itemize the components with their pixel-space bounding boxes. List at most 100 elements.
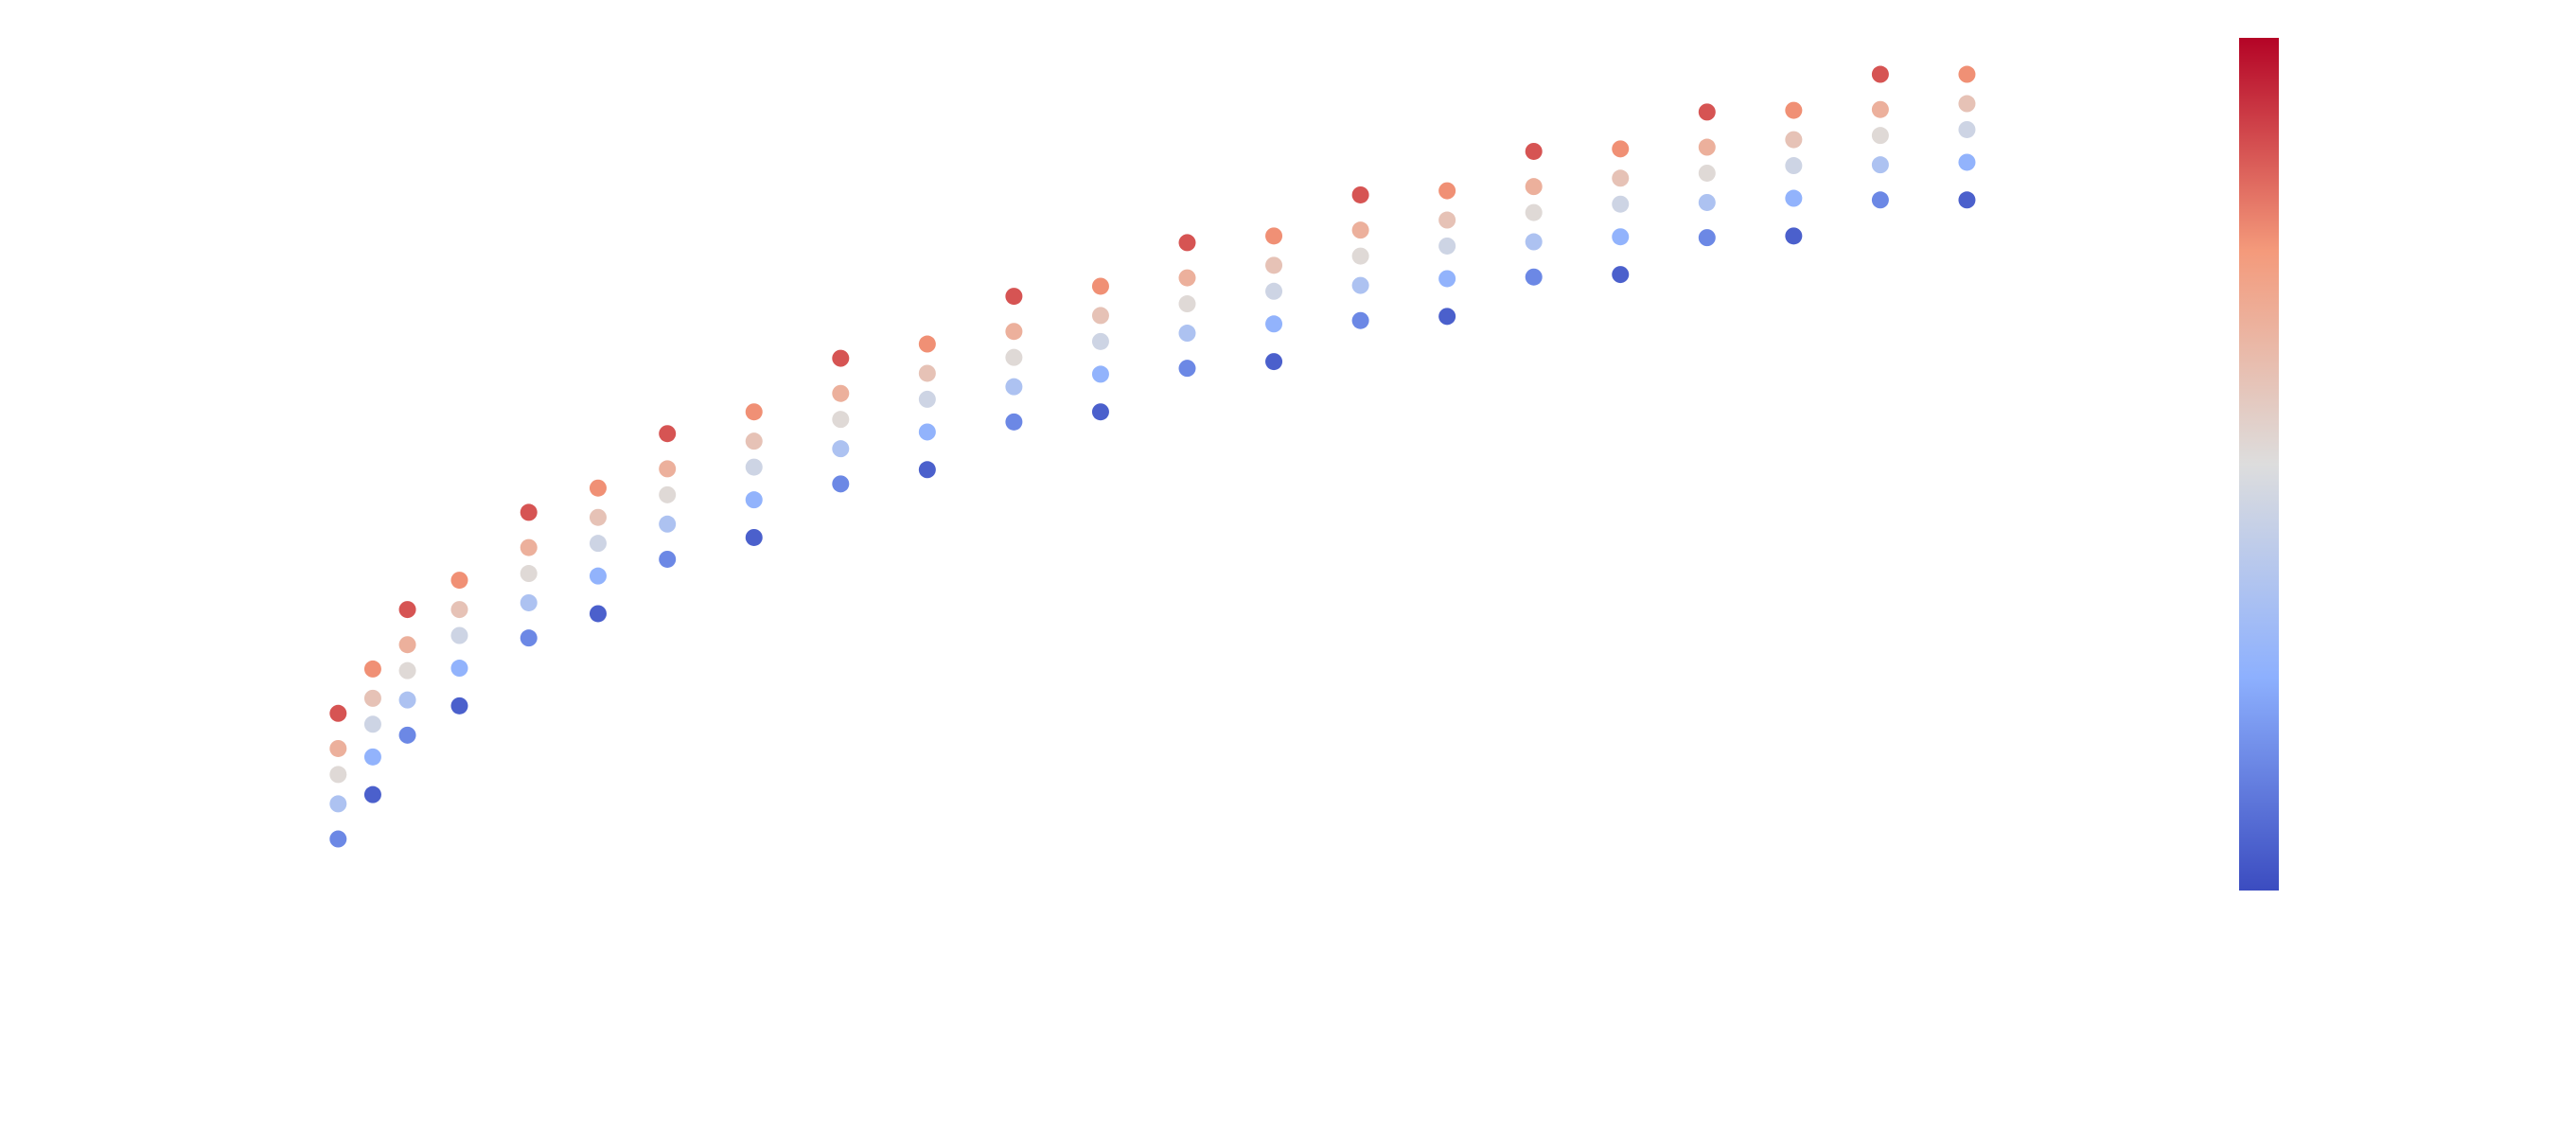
point xyxy=(1265,282,1283,300)
point xyxy=(1005,348,1023,366)
point xyxy=(450,660,468,678)
point xyxy=(832,411,850,429)
point xyxy=(918,423,936,441)
point xyxy=(1265,227,1283,245)
point xyxy=(918,461,936,479)
point xyxy=(1178,269,1196,287)
point xyxy=(832,349,850,367)
point xyxy=(745,528,763,546)
point xyxy=(1612,140,1630,158)
point xyxy=(832,475,850,493)
point xyxy=(659,460,677,478)
point xyxy=(329,830,347,848)
point xyxy=(1871,191,1889,209)
point xyxy=(1178,295,1196,313)
point xyxy=(1351,247,1369,265)
point xyxy=(1698,229,1716,247)
point xyxy=(1091,277,1109,295)
point xyxy=(329,739,347,757)
point xyxy=(1438,308,1456,326)
point xyxy=(659,425,677,443)
point xyxy=(1958,65,1976,83)
point xyxy=(1265,256,1283,274)
point xyxy=(659,550,677,568)
point xyxy=(1871,100,1889,118)
point xyxy=(398,726,416,744)
point xyxy=(1091,332,1109,350)
point xyxy=(363,689,381,707)
point xyxy=(1525,268,1543,286)
point xyxy=(1438,182,1456,200)
point xyxy=(1612,266,1630,284)
point xyxy=(1005,378,1023,396)
point xyxy=(1525,203,1543,221)
point xyxy=(1785,189,1803,207)
point xyxy=(1698,103,1716,121)
point xyxy=(450,626,468,644)
point xyxy=(1958,95,1976,113)
point xyxy=(1005,413,1023,431)
point xyxy=(832,384,850,402)
point xyxy=(1178,360,1196,378)
point xyxy=(1958,191,1976,209)
point xyxy=(398,662,416,679)
point xyxy=(1265,315,1283,333)
point xyxy=(520,565,538,583)
point xyxy=(1351,276,1369,294)
point xyxy=(918,335,936,353)
point xyxy=(363,660,381,678)
point xyxy=(1438,211,1456,229)
point xyxy=(363,715,381,733)
point xyxy=(1698,164,1716,182)
point xyxy=(1091,403,1109,421)
point xyxy=(1438,237,1456,255)
point xyxy=(450,572,468,590)
point xyxy=(1698,193,1716,211)
point xyxy=(1958,153,1976,171)
point xyxy=(329,766,347,784)
point xyxy=(1785,227,1803,245)
point xyxy=(1091,307,1109,325)
point xyxy=(1178,234,1196,252)
point xyxy=(1525,178,1543,196)
point xyxy=(329,704,347,722)
point xyxy=(1005,323,1023,341)
point xyxy=(1871,127,1889,145)
point xyxy=(1698,138,1716,156)
point xyxy=(1871,156,1889,174)
point xyxy=(1525,233,1543,251)
point xyxy=(1005,288,1023,306)
point xyxy=(918,390,936,408)
point xyxy=(1785,131,1803,149)
point xyxy=(745,432,763,450)
point xyxy=(1958,120,1976,138)
point xyxy=(1351,185,1369,203)
point xyxy=(1785,157,1803,175)
point xyxy=(1612,228,1630,246)
point xyxy=(1091,365,1109,383)
point xyxy=(589,605,607,623)
point xyxy=(1612,169,1630,187)
point xyxy=(1612,195,1630,213)
point xyxy=(659,485,677,503)
point xyxy=(329,795,347,813)
point xyxy=(1351,221,1369,239)
point xyxy=(520,593,538,611)
point xyxy=(1871,65,1889,83)
point xyxy=(450,697,468,714)
point xyxy=(832,440,850,458)
point xyxy=(589,508,607,526)
colorbar xyxy=(2239,38,2279,891)
point xyxy=(398,691,416,709)
point xyxy=(918,364,936,382)
point xyxy=(520,629,538,647)
point xyxy=(450,601,468,619)
point xyxy=(745,458,763,476)
point xyxy=(589,535,607,553)
point xyxy=(1265,353,1283,371)
point xyxy=(659,515,677,533)
point xyxy=(589,567,607,585)
point xyxy=(398,601,416,619)
point xyxy=(1525,142,1543,160)
